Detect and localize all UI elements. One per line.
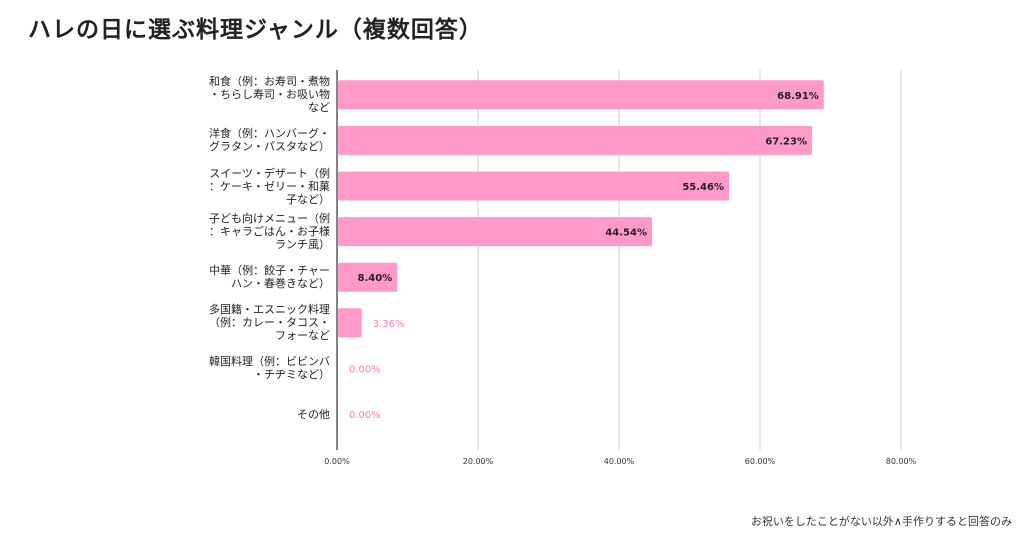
- category-label-line: 洋食（例：ハンバーグ・: [209, 127, 330, 141]
- category-label-line: ：キャラごはん・お子様: [209, 225, 330, 239]
- category-label-line: グラタン・パスタなど）: [209, 140, 330, 154]
- category-label-line: ランチ風）: [275, 238, 330, 252]
- category-label-line: 子ども向けメニュー（例: [209, 212, 330, 226]
- bar: [338, 217, 653, 247]
- category-label-line: フォーなど: [275, 329, 330, 343]
- bar: [338, 171, 729, 201]
- category-label: 中華（例：餃子・チャー ハン・春巻きなど）: [160, 264, 330, 290]
- x-tick-label: 20.00%: [463, 457, 494, 466]
- category-label: 多国籍・エスニック料理 （例：カレー・タコス・ フォーなど: [160, 303, 330, 342]
- category-label-line: （例：カレー・タコス・: [209, 316, 330, 330]
- bar: [338, 308, 362, 338]
- category-label: スイーツ・デザート（例 ：ケーキ・ゼリー・和菓 子など）: [160, 167, 330, 206]
- bar-value-label: 55.46%: [682, 182, 724, 193]
- category-label-line: スイーツ・デザート（例: [209, 166, 330, 180]
- x-tick-label: 0.00%: [324, 457, 350, 466]
- category-label: その他: [160, 408, 330, 421]
- chart-title: ハレの日に選ぶ料理ジャンル（複数回答）: [28, 17, 483, 43]
- x-tick-label: 80.00%: [886, 457, 917, 466]
- category-label: 洋食（例：ハンバーグ・ グラタン・パスタなど）: [160, 127, 330, 153]
- category-label: 和食（例：お寿司・煮物 ・ちらし寿司・お吸い物 など: [160, 75, 330, 114]
- category-label: 子ども向けメニュー（例 ：キャラごはん・お子様 ランチ風）: [160, 212, 330, 251]
- bar-value-label: 68.91%: [777, 91, 819, 102]
- bar: [338, 262, 398, 292]
- footnote: お祝いをしたことがない以外∧手作りすると回答のみ: [750, 515, 1012, 528]
- category-label-line: など: [308, 101, 330, 115]
- bar-value-label: 0.00%: [349, 364, 381, 375]
- category-label-line: その他: [297, 407, 330, 421]
- bar-value-label: 8.40%: [358, 273, 393, 284]
- x-tick-label: 40.00%: [604, 457, 635, 466]
- bar-value-label: 44.54%: [605, 228, 647, 239]
- category-label: 韓国料理（例：ビビンバ ・チヂミなど）: [160, 355, 330, 381]
- category-label-line: ・ちらし寿司・お吸い物: [209, 88, 330, 102]
- bar: [338, 125, 812, 155]
- bar-value-label: 3.36%: [373, 319, 405, 330]
- category-label-line: ：ケーキ・ゼリー・和菓: [209, 179, 330, 193]
- bar-value-label: 0.00%: [349, 410, 381, 421]
- category-label-line: 子など）: [286, 192, 330, 206]
- category-label-line: 和食（例：お寿司・煮物: [209, 75, 330, 89]
- bar-value-label: 67.23%: [765, 136, 807, 147]
- bar: [338, 80, 824, 110]
- category-label-line: 多国籍・エスニック料理: [209, 303, 330, 317]
- category-label-line: ・チヂミなど）: [253, 368, 330, 382]
- category-label-line: 韓国料理（例：ビビンバ: [209, 355, 330, 369]
- category-label-line: ハン・春巻きなど）: [231, 277, 330, 291]
- x-tick-label: 60.00%: [745, 457, 776, 466]
- category-label-line: 中華（例：餃子・チャー: [209, 264, 330, 278]
